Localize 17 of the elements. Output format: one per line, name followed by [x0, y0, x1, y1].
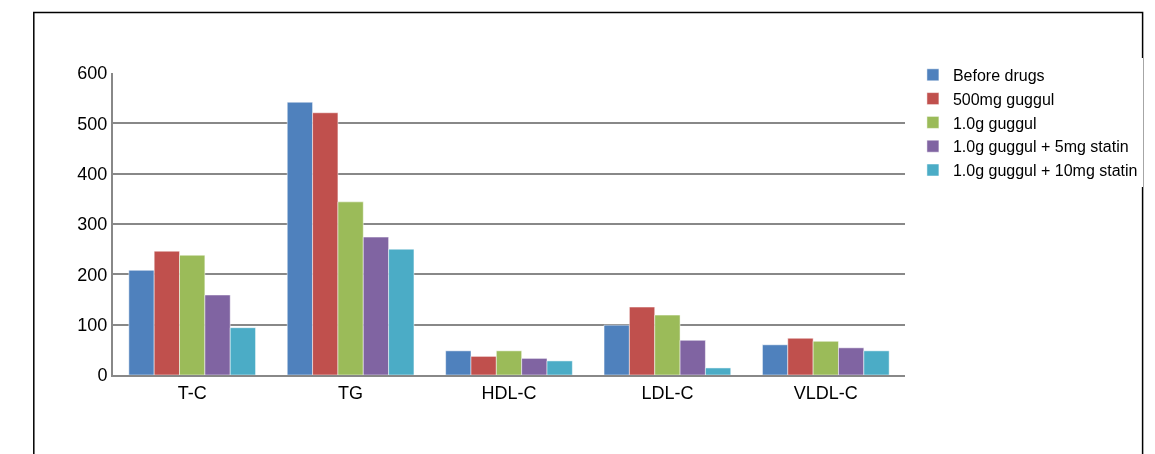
- x-tick-label: T-C: [177, 382, 207, 403]
- y-tick-label: 400: [77, 163, 108, 184]
- legend-label: 1.0g guggul + 5mg statin: [952, 138, 1129, 156]
- y-tick-label: 0: [97, 365, 108, 386]
- legend-label: Before drugs: [952, 67, 1045, 85]
- y-tick-label: 100: [77, 314, 108, 335]
- legend-label: 1.0g guggul + 10mg statin: [952, 162, 1138, 180]
- y-tick-label: 200: [77, 264, 108, 285]
- legend-label: 500mg guggul: [952, 90, 1055, 108]
- x-tick-label: LDL-C: [641, 382, 694, 403]
- y-tick-label: 600: [77, 63, 108, 84]
- legend-label: 1.0g guggul: [952, 114, 1037, 132]
- x-tick-label: HDL-C: [481, 382, 537, 403]
- y-tick-label: 500: [77, 113, 108, 134]
- y-tick-label: 300: [77, 214, 108, 235]
- x-tick-label: VLDL-C: [793, 382, 858, 403]
- x-tick-label: TG: [338, 382, 364, 403]
